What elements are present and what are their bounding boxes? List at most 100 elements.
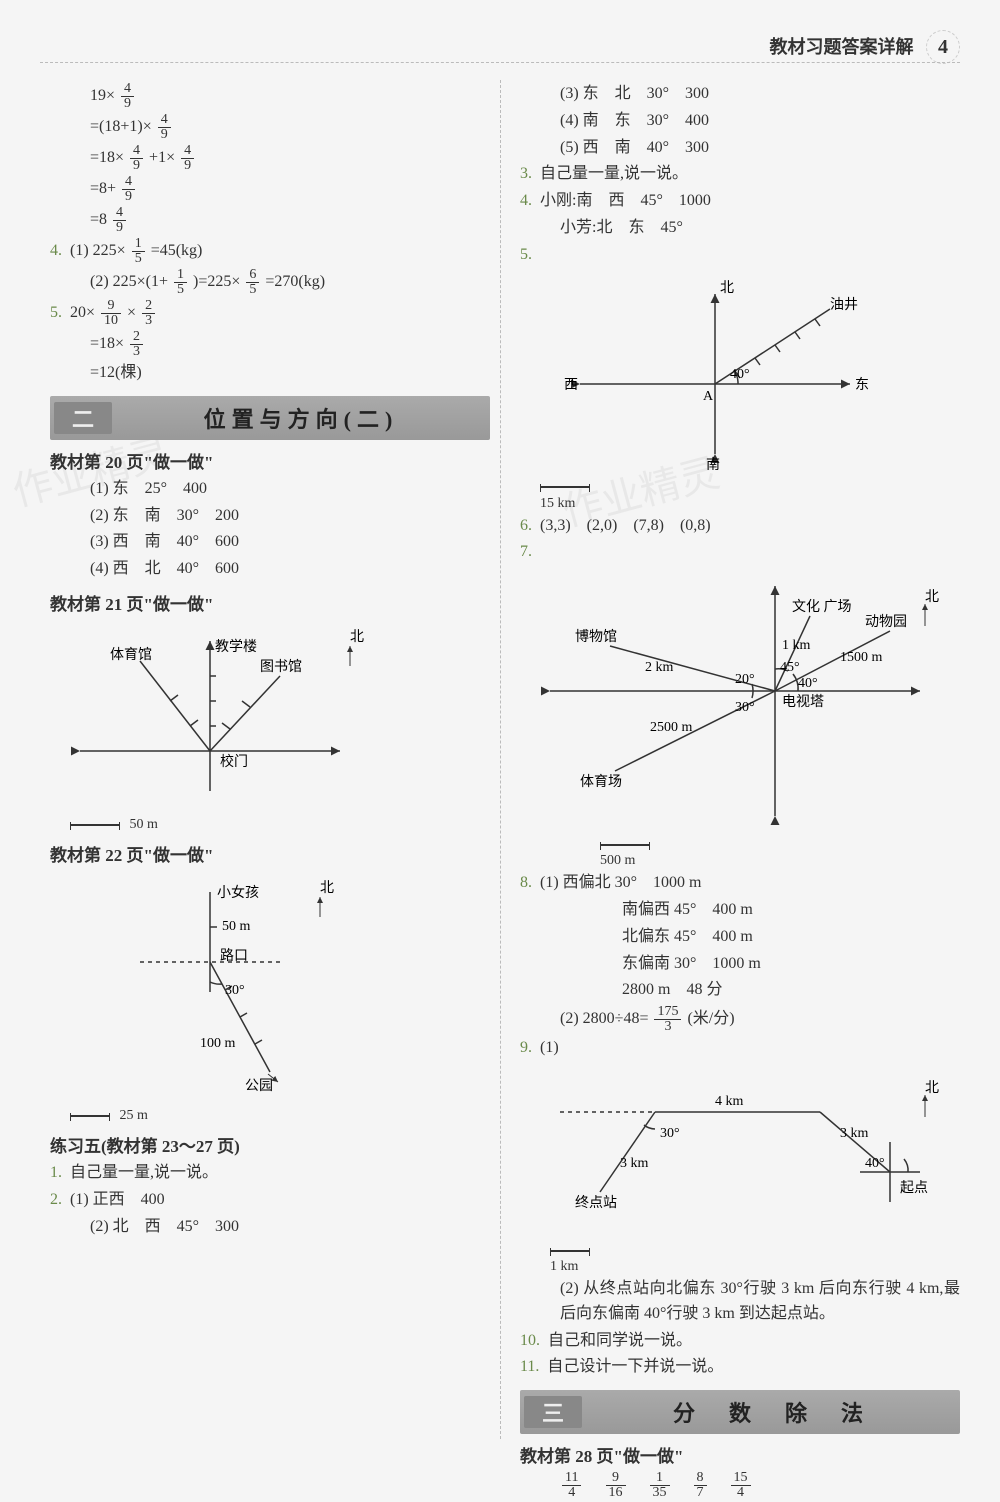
fraction: 1753 [654,1005,681,1034]
answer-line: 7. [520,540,960,565]
text: 小刚:南 西 45° 1000 [540,192,711,209]
answer-line: 1. 自己量一量,说一说。 [50,1161,490,1186]
stadium-label: 体育场 [580,774,622,790]
diagram-p21: 北 体育馆 教学楼 图书馆 校门 [50,621,370,811]
answer-line: 4. 小刚:南 西 45° 1000 [520,189,960,214]
fraction: 15 [174,268,187,297]
text: × [127,304,136,321]
cross-label: 路口 [220,948,248,964]
gym-label: 体育馆 [110,647,152,663]
text: 20× [70,304,95,321]
answer-line: 南偏西 45° 400 m [520,898,960,923]
scale-bar [540,486,590,488]
north-label: 北 [320,880,334,896]
answer-line: 北偏东 45° 400 m [520,925,960,950]
girl-label: 小女孩 [217,884,259,901]
answer-line: (2) 从终点站向北偏东 30°行驶 3 km 后向东行驶 4 km,最后向东偏… [520,1277,960,1327]
east-label: 东 [855,377,869,393]
scale-text: 1 km [550,1259,960,1275]
well-label: 油井 [830,297,858,313]
answer-line: 小芳:北 东 45° [520,216,960,241]
text: 自己设计一下并说一说。 [547,1358,723,1375]
text: 40° [798,676,818,691]
diagram-q7: 北 博物馆 2 km 文化 广场 1 km 动物园 1500 m 电视塔 体育场… [520,571,950,831]
text: 3 km [620,1156,649,1171]
answer-line: 5. 20× 910 × 23 [50,299,490,328]
scale-q7: 500 m [600,837,960,869]
scale-bar [70,1115,110,1117]
fraction: 135 [650,1471,670,1500]
text: 30° [735,700,755,715]
park-label: 公园 [245,1079,273,1094]
text: 2500 m [650,720,693,735]
text: 自己量一量,说一说。 [540,165,688,182]
scale-bar [550,1250,590,1252]
answer-line: =18× 23 [50,330,490,359]
answer-line: (1) 东 25° 400 [50,477,490,502]
tv-label: 电视塔 [782,694,824,710]
fraction: 916 [606,1471,626,1500]
north-label: 北 [350,629,364,645]
scale-bar [70,824,120,826]
eq-line: =18× 49 +1× 49 [90,144,490,173]
fraction: 65 [246,268,259,297]
sub-heading-p20: 教材第 20 页"做一做" [50,448,490,473]
answer-line: (2) 225×(1+ 15 )=225× 65 =270(kg) [50,268,490,297]
answer-line: 6. (3,3) (2,0) (7,8) (0,8) [520,514,960,539]
diagram-q5: 北 东 西 南 A 40° 油井 [520,274,920,474]
answer-line: (2) 2800÷48= 1753 (米/分) [520,1005,960,1034]
fraction: 49 [113,206,126,235]
north-label: 北 [925,1080,939,1096]
section-title: 分 数 除 法 [673,1401,869,1426]
gate-label: 校门 [220,753,248,770]
fraction: 49 [130,144,143,173]
section-banner-2: 二 位置与方向(二) [50,396,490,440]
text: (1) [540,1039,559,1056]
answer-line: 11. 自己设计一下并说一说。 [520,1355,960,1380]
section-num: 二 [54,402,112,434]
item-num: 7. [520,543,532,560]
item-num: 11. [520,1358,539,1375]
scale-bar [600,844,650,846]
header-title: 教材习题答案详解 [770,37,914,57]
fraction: 114 [562,1471,581,1500]
eq-line: =8+ 49 [90,175,490,204]
text: 1 km [782,638,811,653]
fraction: 910 [101,299,121,328]
museum-label: 博物馆 [575,628,617,645]
answer-line: 8. (1) 西偏北 30° 1000 m [520,871,960,896]
scale-p21: 50 m [50,817,490,833]
text: (3,3) (2,0) (7,8) (0,8) [540,517,711,534]
text: (1) 正西 400 [70,1191,165,1208]
sub-heading-p28: 教材第 28 页"做一做" [520,1442,960,1467]
answer-line: 2. (1) 正西 400 [50,1188,490,1213]
answer-line: 4. (1) 225× 15 =45(kg) [50,237,490,266]
item-num: 5. [520,246,532,263]
fraction-row: 114 916 135 87 154 [520,1471,960,1500]
scale-text: 500 m [600,853,960,869]
fraction: 49 [181,144,194,173]
fraction: 154 [731,1471,751,1500]
text: 19× [90,87,115,104]
answer-line: 5. [520,243,960,268]
text: +1× [149,149,175,166]
text: (2) 2800÷48= [560,1010,648,1027]
fraction: 23 [142,299,155,328]
text: (2) 225×(1+ [90,273,168,290]
section-title: 位置与方向(二) [204,407,399,432]
item-num: 1. [50,1164,62,1181]
page-number: 4 [926,30,960,64]
culture-label: 文化 广场 [792,599,852,615]
answer-line: (5) 西 南 40° 300 [520,136,960,161]
right-column: (3) 东 北 30° 300 (4) 南 东 30° 400 (5) 西 南 … [520,80,960,1502]
answer-line: (3) 东 北 30° 300 [520,82,960,107]
answer-line: 2800 m 48 分 [520,978,960,1003]
d100: 100 m [200,1036,236,1051]
section-banner-3: 三 分 数 除 法 [520,1390,960,1434]
text: 自己和同学说一说。 [548,1332,692,1349]
text: (米/分) [687,1010,734,1027]
scale-text: 25 m [120,1108,148,1123]
text: 4 km [715,1094,744,1109]
item-num: 10. [520,1332,540,1349]
answer-line: 10. 自己和同学说一说。 [520,1329,960,1354]
